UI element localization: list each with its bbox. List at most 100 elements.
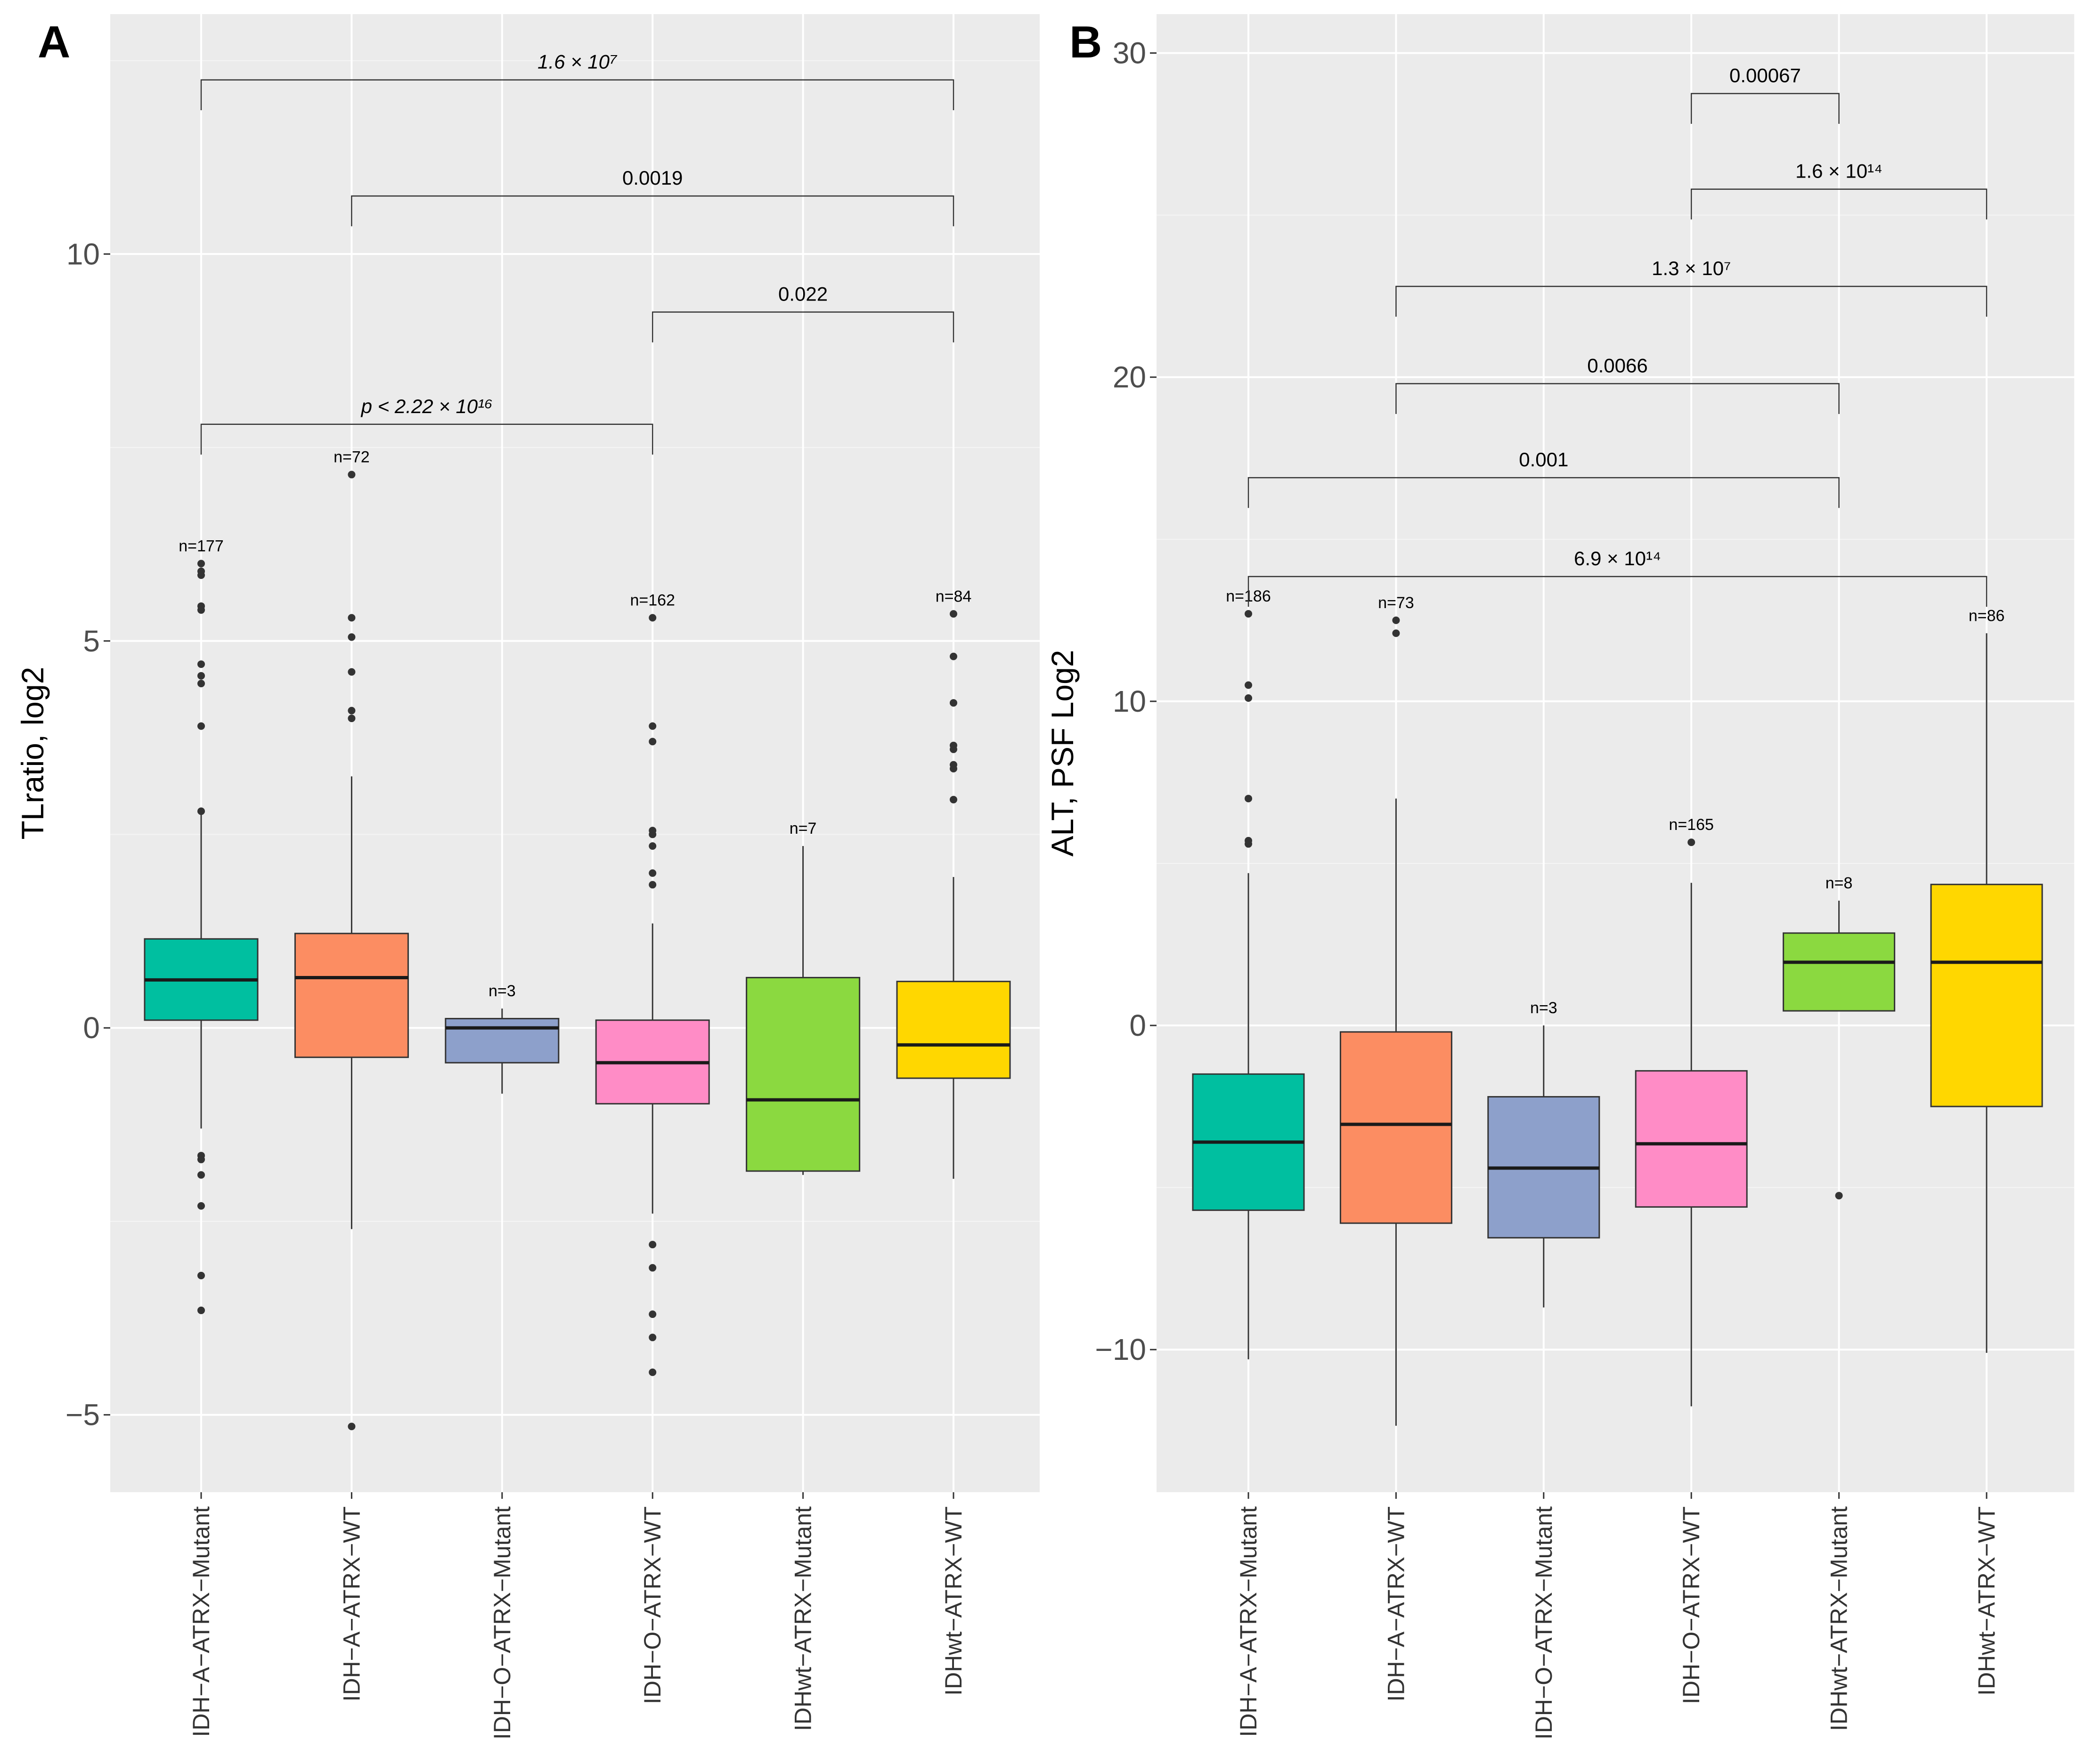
panel-a-comparison-4: p < 2.22 × 10¹⁶: [200, 395, 653, 455]
panel-b-y-tick-label: 10: [1113, 684, 1146, 718]
p-value-label: 0.0019: [622, 167, 683, 189]
panel-b-box-1: n=186: [1192, 587, 1305, 1359]
panel-b-letter: B: [1069, 17, 1102, 67]
outlier-point: [649, 842, 657, 850]
panel-a-box-2: n=72: [294, 448, 409, 1431]
outlier-point: [1245, 681, 1252, 689]
outlier-point: [197, 1155, 205, 1163]
outlier-point: [197, 571, 205, 579]
n-label: n=84: [936, 587, 972, 605]
outlier-point: [348, 471, 356, 479]
outlier-point: [197, 672, 205, 680]
box-rect: [746, 976, 861, 1172]
outlier-point: [197, 680, 205, 688]
n-label: n=72: [334, 448, 370, 466]
outlier-point: [197, 1306, 205, 1314]
box-rect: [1930, 884, 2043, 1107]
box-rect: [445, 1018, 560, 1064]
outlier-point: [1835, 1192, 1843, 1200]
p-value-label: 1.6 × 10⁷: [538, 51, 618, 73]
panel-a-x-tick-label: IDH−A−ATRX−WT: [338, 1506, 365, 1701]
panel-a-y-tick-label: 5: [83, 624, 100, 658]
panel-b-box-3: n=3: [1487, 999, 1600, 1308]
outlier-point: [950, 699, 957, 707]
p-value-label: 1.3 × 10⁷: [1652, 257, 1731, 279]
panel-a: −5 0 5 10 IDH−A−ATRX−Mutant IDH−A−ATRX−WT IDH−…: [15, 14, 1040, 1740]
outlier-point: [950, 796, 957, 804]
panel-a-box-5: n=7: [746, 820, 861, 1175]
panel-a-x-tick-label: IDHwt−ATRX−WT: [940, 1506, 967, 1696]
outlier-point: [649, 738, 657, 746]
panel-a-letter: A: [38, 17, 70, 67]
outlier-point: [1392, 616, 1400, 624]
panel-a-background: [110, 14, 1040, 1492]
panel-a-x-tick-label: IDHwt−ATRX−Mutant: [790, 1506, 816, 1731]
panel-a-box-3: n=3: [445, 982, 560, 1094]
n-label: n=86: [1969, 607, 2005, 625]
panel-a-y-axis-title: TLratio, log2: [15, 667, 50, 840]
outlier-point: [348, 633, 356, 641]
panel-b-comparison-3: 1.3 × 10⁷: [1395, 257, 1988, 317]
comparison-bracket: [1395, 383, 1840, 414]
outlier-point: [649, 1264, 657, 1272]
panel-b-x-tick-label: IDH−O−ATRX−WT: [1678, 1506, 1704, 1704]
n-label: n=3: [1530, 999, 1557, 1017]
box-rect: [294, 933, 409, 1058]
panel-a-y-tick-label: −5: [65, 1398, 100, 1432]
panel-a-y-tick-label: 0: [83, 1011, 100, 1045]
box-rect: [1339, 1031, 1452, 1224]
panel-a-y-tick-label: 10: [66, 237, 100, 271]
p-value-label: 0.0066: [1587, 355, 1647, 377]
p-value-label: 0.001: [1519, 448, 1568, 471]
outlier-point: [649, 869, 657, 877]
panel-b-x-tick-label: IDH−O−ATRX−Mutant: [1531, 1506, 1557, 1740]
outlier-point: [649, 614, 657, 622]
n-label: n=162: [630, 591, 675, 609]
comparison-bracket: [200, 423, 653, 455]
p-value-label: 0.022: [778, 283, 828, 305]
panel-b-y-tick-label: 20: [1113, 360, 1146, 394]
panel-b-comparison-6: 6.9 × 10¹⁴: [1247, 547, 1988, 607]
outlier-point: [197, 1171, 205, 1179]
comparison-bracket: [1690, 93, 1840, 124]
panel-b-x-tick-label: IDH−A−ATRX−Mutant: [1235, 1506, 1262, 1737]
outlier-point: [197, 606, 205, 614]
panel-b: −10 0 10 20 30 IDH−A−ATRX−Mutant IDH−A−ATRX−WT…: [1045, 14, 2074, 1740]
panel-b-x-tick-label: IDHwt−ATRX−WT: [1973, 1506, 2000, 1696]
outlier-point: [649, 881, 657, 889]
comparison-bracket: [1247, 576, 1988, 607]
panel-b-comparison-4: 0.0066: [1395, 355, 1840, 414]
panel-b-y-axis-title: ALT, PSF Log2: [1045, 650, 1080, 856]
comparison-bracket: [1690, 188, 1988, 219]
panel-a-x-tick-label: IDH−O−ATRX−WT: [639, 1506, 666, 1704]
panel-b-y-tick-label: −10: [1095, 1333, 1146, 1366]
outlier-point: [197, 1202, 205, 1210]
panel-b-comparison-1: 0.00067: [1690, 65, 1840, 124]
outlier-point: [1245, 610, 1252, 618]
box-rect: [896, 981, 1011, 1079]
outlier-point: [1687, 838, 1695, 846]
outlier-point: [197, 660, 205, 668]
outlier-point: [649, 1241, 657, 1249]
outlier-point: [197, 722, 205, 730]
n-label: n=73: [1378, 594, 1414, 612]
panel-a-comparison-2: 0.0019: [351, 167, 954, 227]
comparison-bracket: [351, 195, 954, 227]
outlier-point: [348, 715, 356, 723]
outlier-point: [649, 1368, 657, 1376]
panel-b-y-tick-label: 0: [1129, 1008, 1146, 1042]
panel-a-x-tick-label: IDH−O−ATRX−Mutant: [489, 1506, 515, 1740]
comparison-bracket: [1395, 285, 1988, 317]
comparison-bracket: [1247, 477, 1840, 508]
outlier-point: [649, 1310, 657, 1318]
panel-b-x-tick-label: IDHwt−ATRX−Mutant: [1826, 1506, 1852, 1731]
p-value-label: 0.00067: [1729, 65, 1801, 87]
n-label: n=177: [179, 537, 224, 555]
panel-a-x-tick-label: IDH−A−ATRX−Mutant: [188, 1506, 214, 1737]
panel-b-box-2: n=73: [1339, 594, 1452, 1426]
p-value-label: p < 2.22 × 10¹⁶: [360, 395, 493, 417]
panel-b-x-tick-label: IDH−A−ATRX−WT: [1383, 1506, 1409, 1701]
n-label: n=7: [790, 820, 817, 837]
outlier-point: [1245, 694, 1252, 702]
outlier-point: [348, 668, 356, 676]
